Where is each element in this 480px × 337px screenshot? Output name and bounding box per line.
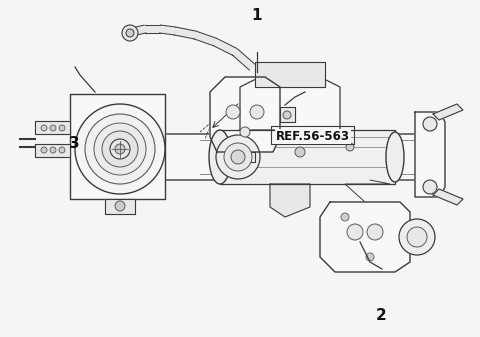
Circle shape <box>240 127 250 137</box>
Polygon shape <box>70 94 165 199</box>
Polygon shape <box>105 199 135 214</box>
Polygon shape <box>35 121 70 134</box>
Circle shape <box>85 114 155 184</box>
Polygon shape <box>35 144 70 157</box>
Polygon shape <box>433 104 463 120</box>
Circle shape <box>224 143 252 171</box>
Circle shape <box>347 224 363 240</box>
Circle shape <box>399 219 435 255</box>
Polygon shape <box>320 202 410 272</box>
Circle shape <box>102 131 138 167</box>
Circle shape <box>367 224 383 240</box>
Circle shape <box>59 125 65 131</box>
Circle shape <box>423 180 437 194</box>
Circle shape <box>110 139 130 159</box>
Circle shape <box>122 25 138 41</box>
Polygon shape <box>255 62 325 87</box>
Circle shape <box>283 111 291 119</box>
Circle shape <box>59 147 65 153</box>
Ellipse shape <box>386 132 404 182</box>
Circle shape <box>407 227 427 247</box>
Polygon shape <box>280 107 295 122</box>
Text: 1: 1 <box>252 8 262 23</box>
Circle shape <box>226 105 240 119</box>
Circle shape <box>346 143 354 151</box>
Circle shape <box>250 105 264 119</box>
Circle shape <box>115 144 125 154</box>
Polygon shape <box>240 72 340 130</box>
Circle shape <box>341 213 349 221</box>
Polygon shape <box>270 184 310 217</box>
Polygon shape <box>131 25 146 36</box>
Circle shape <box>115 201 125 211</box>
Polygon shape <box>220 130 395 184</box>
Circle shape <box>216 135 260 179</box>
Polygon shape <box>193 31 216 46</box>
Polygon shape <box>415 112 445 197</box>
Circle shape <box>423 117 437 131</box>
Text: 3: 3 <box>69 136 80 151</box>
Circle shape <box>94 123 146 175</box>
Polygon shape <box>433 189 463 205</box>
Polygon shape <box>213 38 237 56</box>
Polygon shape <box>235 152 255 162</box>
Circle shape <box>50 125 56 131</box>
Circle shape <box>41 125 47 131</box>
Polygon shape <box>155 134 440 180</box>
Circle shape <box>295 147 305 157</box>
Circle shape <box>75 104 165 194</box>
Text: 2: 2 <box>376 308 387 323</box>
Polygon shape <box>159 25 176 35</box>
Circle shape <box>50 147 56 153</box>
Polygon shape <box>232 49 255 70</box>
Polygon shape <box>145 25 160 33</box>
Circle shape <box>126 29 134 37</box>
Ellipse shape <box>209 130 231 184</box>
Circle shape <box>366 253 374 261</box>
Text: REF.56-563: REF.56-563 <box>276 130 350 143</box>
Polygon shape <box>174 27 196 39</box>
Polygon shape <box>210 77 280 152</box>
Circle shape <box>231 150 245 164</box>
Circle shape <box>41 147 47 153</box>
